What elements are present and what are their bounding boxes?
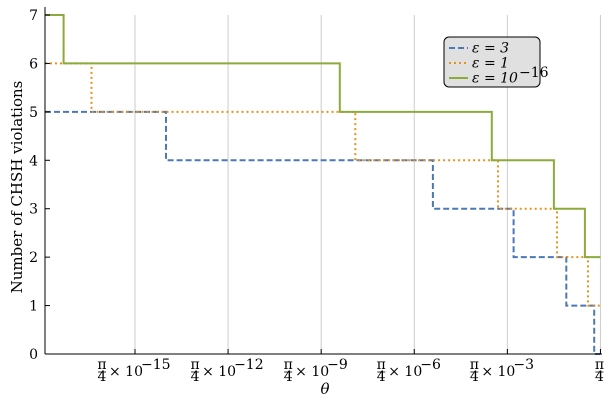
x-tick-frac-num: π [284, 357, 293, 373]
series-lines [45, 14, 601, 355]
x-axis-label: θ [320, 380, 329, 398]
x-tick-frac-num: π [595, 357, 604, 373]
x-tick-base: × 10 [481, 364, 515, 380]
x-tick-label: π4 × 10−6 [377, 357, 441, 385]
x-tick-frac-num: π [190, 357, 199, 373]
x-tick-base: × 10 [202, 364, 236, 380]
tick-labels: π4 × 10−15 π4 × 10−12 π4 × 10−9 π4 × 10−6 π4 × 10… [29, 8, 604, 385]
x-tick-label: π4 [595, 357, 604, 385]
y-tick-label: 0 [29, 347, 38, 363]
y-tick-label: 3 [29, 202, 38, 218]
x-tick-base: × 10 [295, 364, 329, 380]
y-tick-label: 7 [29, 8, 38, 24]
legend-label: ε = 10 [472, 71, 518, 87]
y-tick-label: 1 [29, 299, 38, 315]
x-tick-base: × 10 [388, 364, 422, 380]
legend-label: ε = 1 [472, 56, 509, 72]
x-tick-frac-num: π [377, 357, 386, 373]
x-tick-label: π4 × 10−3 [470, 357, 534, 385]
x-tick-label: π4 × 10−15 [97, 357, 170, 385]
x-tick-frac-den: 4 [191, 369, 200, 385]
x-tick-frac-num: π [97, 357, 106, 373]
x-tick-frac-den: 4 [470, 369, 479, 385]
legend-box [443, 36, 541, 88]
y-tick-label: 4 [29, 153, 38, 169]
x-tick-exponent: −9 [327, 357, 348, 373]
legend-label: ε = 3 [472, 41, 509, 57]
x-tick-exponent: −12 [234, 357, 264, 373]
legend-label-exponent: −16 [519, 65, 549, 81]
x-tick-label: π4 × 10−12 [190, 357, 263, 385]
x-tick-frac-den: 4 [284, 369, 293, 385]
y-tick-label: 6 [29, 56, 38, 72]
x-tick-frac-den: 4 [595, 369, 604, 385]
x-tick-exponent: −3 [513, 357, 534, 373]
x-tick-label: π4 × 10−9 [284, 357, 348, 385]
legend: ε = 3ε = 1ε = 10 −16 [443, 36, 549, 88]
y-tick-label: 5 [29, 105, 38, 121]
series-line [45, 110, 601, 355]
x-tick-exponent: −15 [141, 357, 171, 373]
x-tick-frac-den: 4 [377, 369, 386, 385]
x-tick-frac-num: π [470, 357, 479, 373]
x-tick-frac-den: 4 [98, 369, 107, 385]
series-line [45, 62, 601, 307]
axes [44, 7, 602, 355]
x-tick-base: × 10 [109, 364, 143, 380]
y-axis-label: Number of CHSH violations [8, 81, 26, 294]
x-tick-exponent: −6 [420, 357, 441, 373]
series-line [45, 14, 601, 259]
y-tick-label: 2 [29, 250, 38, 266]
